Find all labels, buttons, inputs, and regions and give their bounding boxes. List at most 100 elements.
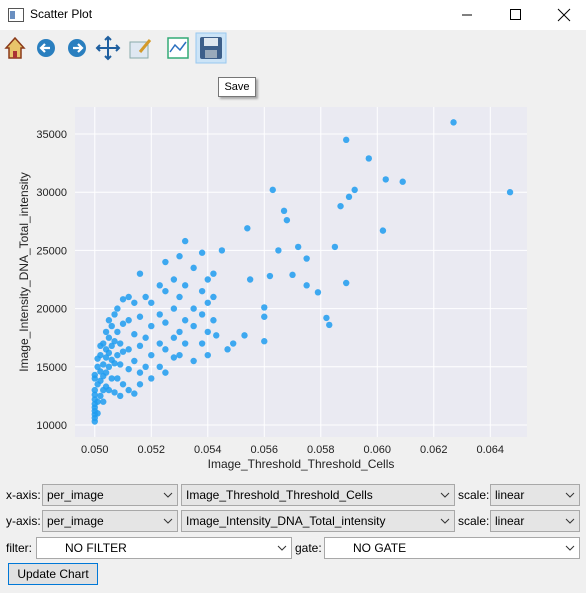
point bbox=[91, 371, 98, 379]
point bbox=[382, 176, 389, 183]
point bbox=[117, 340, 124, 347]
y-tick-label: 35000 bbox=[36, 129, 67, 141]
point bbox=[210, 317, 217, 324]
point bbox=[142, 363, 149, 371]
point bbox=[170, 305, 178, 312]
point bbox=[114, 351, 121, 359]
point bbox=[365, 155, 372, 162]
y-axis-label: Image_Intensity_DNA_Total_intensity bbox=[17, 172, 31, 371]
point bbox=[105, 386, 113, 394]
x-tick-label: 0.062 bbox=[420, 444, 448, 456]
x-column-select[interactable]: Image_Threshold_Threshold_Cells bbox=[181, 484, 455, 506]
point bbox=[343, 136, 350, 144]
point bbox=[204, 328, 211, 336]
point bbox=[111, 360, 118, 367]
update-button[interactable]: Update Chart bbox=[8, 563, 98, 585]
point bbox=[181, 340, 189, 347]
point bbox=[105, 317, 113, 324]
point bbox=[337, 202, 344, 210]
point bbox=[156, 311, 163, 318]
point bbox=[170, 334, 178, 341]
point bbox=[114, 375, 121, 382]
point bbox=[119, 296, 127, 303]
y-tick-label: 15000 bbox=[36, 362, 67, 374]
point bbox=[450, 119, 457, 126]
point bbox=[162, 319, 169, 326]
toolbar-icons[interactable] bbox=[0, 30, 240, 66]
point bbox=[97, 377, 104, 384]
point bbox=[283, 216, 291, 224]
point bbox=[280, 207, 288, 215]
point bbox=[148, 375, 155, 382]
chart: Image_Threshold_Threshold_Cells Image_In… bbox=[17, 107, 527, 471]
point bbox=[131, 357, 138, 365]
gate-label: gate: bbox=[295, 541, 322, 555]
select-value: NO FILTER bbox=[65, 541, 127, 555]
scale-label: scale: bbox=[458, 488, 490, 502]
point bbox=[261, 338, 268, 345]
point bbox=[162, 369, 169, 376]
point bbox=[198, 311, 206, 318]
point bbox=[323, 314, 330, 322]
app-icon bbox=[8, 8, 24, 22]
point bbox=[261, 313, 268, 320]
point bbox=[142, 293, 149, 301]
y-scale-select[interactable]: linear bbox=[490, 510, 580, 532]
point bbox=[181, 282, 189, 289]
point bbox=[108, 375, 115, 382]
point bbox=[100, 361, 107, 368]
select-value: per_image bbox=[47, 514, 104, 528]
point bbox=[94, 363, 101, 371]
x-axis-label: x-axis: bbox=[6, 488, 41, 502]
point bbox=[102, 369, 110, 376]
point bbox=[176, 351, 183, 359]
filter-select[interactable]: NO FILTER bbox=[36, 537, 292, 559]
point bbox=[119, 381, 127, 388]
y-table-select[interactable]: per_image bbox=[42, 510, 178, 532]
point bbox=[275, 247, 282, 254]
filter-label: filter: bbox=[6, 541, 33, 555]
point bbox=[117, 392, 124, 400]
point bbox=[181, 237, 189, 245]
point bbox=[111, 311, 118, 318]
point bbox=[136, 313, 144, 320]
point bbox=[218, 247, 226, 254]
window-buttons[interactable] bbox=[460, 8, 580, 22]
point bbox=[224, 346, 231, 353]
point bbox=[162, 258, 169, 266]
point bbox=[136, 342, 144, 350]
x-tick-label: 0.058 bbox=[307, 444, 335, 456]
tooltip: Save bbox=[218, 77, 256, 97]
point bbox=[210, 293, 217, 301]
point bbox=[136, 369, 144, 376]
y-column-select[interactable]: Image_Intensity_DNA_Total_intensity bbox=[181, 510, 455, 532]
point bbox=[181, 317, 189, 324]
window-title: Scatter Plot bbox=[30, 7, 93, 21]
x-table-select[interactable]: per_image bbox=[42, 484, 178, 506]
point bbox=[176, 293, 183, 301]
point bbox=[97, 351, 104, 359]
y-tick-label: 30000 bbox=[36, 187, 67, 199]
point bbox=[111, 389, 118, 396]
point bbox=[303, 282, 310, 289]
y-tick-label: 20000 bbox=[36, 304, 67, 316]
select-value: linear bbox=[495, 488, 525, 502]
point bbox=[244, 225, 251, 232]
select-value: per_image bbox=[47, 488, 104, 502]
point bbox=[125, 365, 132, 373]
x-tick-label: 0.060 bbox=[364, 444, 392, 456]
point bbox=[131, 331, 138, 338]
point bbox=[105, 349, 113, 357]
point bbox=[100, 340, 107, 347]
point bbox=[176, 253, 183, 260]
toolbar bbox=[0, 30, 586, 66]
point bbox=[170, 354, 178, 361]
point bbox=[198, 340, 206, 347]
gate-select[interactable]: NO GATE bbox=[324, 537, 580, 559]
point bbox=[399, 178, 406, 185]
x-tick-label: 0.052 bbox=[138, 444, 166, 456]
select-value: linear bbox=[495, 514, 525, 528]
x-scale-select[interactable]: linear bbox=[490, 484, 580, 506]
point bbox=[162, 287, 169, 295]
point bbox=[97, 392, 104, 400]
